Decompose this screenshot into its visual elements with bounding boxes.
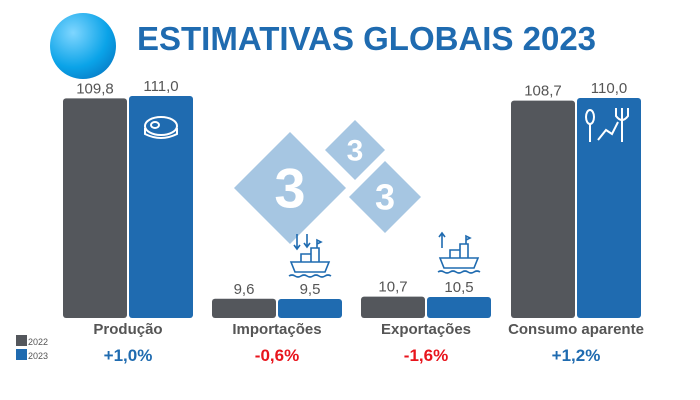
page-title: ESTIMATIVAS GLOBAIS 2023	[137, 20, 597, 57]
change-label: -0,6%	[255, 346, 299, 365]
bar-2023-2	[427, 297, 491, 318]
category-label: Consumo aparente	[508, 321, 644, 338]
legend-label: 2023	[28, 351, 48, 361]
export-ship-icon	[437, 231, 481, 274]
watermark-digit: 3	[274, 157, 305, 220]
bar-2023-3	[577, 98, 641, 318]
value-label: 10,5	[444, 279, 473, 296]
bar-2022-2	[361, 296, 425, 318]
bar-2022-0	[63, 98, 127, 319]
value-label: 9,5	[300, 281, 321, 298]
bar-2023-0	[129, 96, 193, 318]
change-label: +1,0%	[104, 346, 153, 365]
value-label: 108,7	[524, 83, 562, 100]
watermark-digit: 3	[375, 177, 395, 218]
watermark-logo: 333	[234, 120, 421, 244]
legend-swatch-2022	[16, 335, 27, 346]
meat-steak-icon	[144, 116, 178, 139]
import-ship-icon	[288, 234, 332, 278]
value-label: 110,0	[591, 80, 627, 97]
value-label: 10,7	[378, 279, 407, 296]
legend-label: 2022	[28, 337, 48, 347]
bar-2022-3	[511, 100, 575, 318]
watermark-digit: 3	[347, 135, 364, 168]
bar-2022-1	[212, 298, 276, 318]
watermark-diamond	[325, 120, 385, 180]
watermark-diamond	[349, 161, 421, 233]
value-label: 109,8	[76, 80, 114, 97]
consumption-cutlery-icon	[585, 108, 629, 142]
change-label: +1,2%	[552, 346, 601, 365]
category-label: Importações	[232, 321, 321, 338]
value-label: 9,6	[234, 281, 255, 298]
category-label: Produção	[93, 321, 162, 338]
watermark-diamond	[234, 132, 346, 244]
globe-icon	[50, 13, 116, 79]
value-label: 111,0	[143, 78, 178, 95]
legend-swatch-2023	[16, 349, 27, 360]
bar-2023-1	[278, 299, 342, 318]
category-label: Exportações	[381, 321, 471, 338]
change-label: -1,6%	[404, 346, 448, 365]
